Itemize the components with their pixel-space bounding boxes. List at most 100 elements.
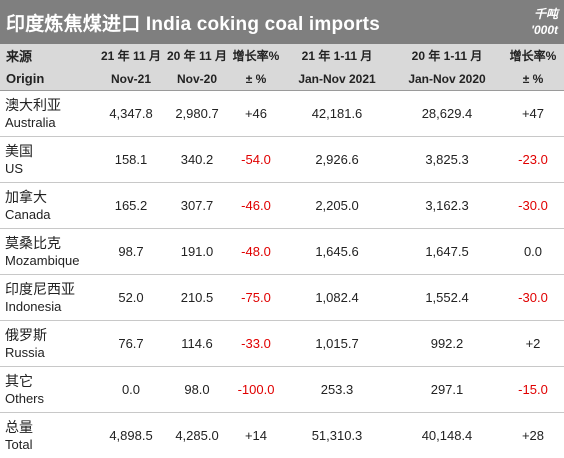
table-title: 印度炼焦煤进口 India coking coal imports xyxy=(6,9,380,36)
monthly-change: -46.0 xyxy=(230,183,282,229)
nov21-value: 4,347.8 xyxy=(98,91,164,137)
ytd20-value: 297.1 xyxy=(392,367,502,413)
origin-name-en: US xyxy=(5,160,98,178)
ytd21-value: 1,015.7 xyxy=(282,321,392,367)
col-header-chg-y-en: ± % xyxy=(502,67,564,91)
nov20-value: 340.2 xyxy=(164,137,230,183)
nov21-value: 0.0 xyxy=(98,367,164,413)
origin-name-en: Indonesia xyxy=(5,298,98,316)
col-header-chg-y-cn: 增长率% xyxy=(502,44,564,67)
nov20-value: 114.6 xyxy=(164,321,230,367)
nov21-value: 4,898.5 xyxy=(98,413,164,458)
header-row-en: Origin Nov-21 Nov-20 ± % Jan-Nov 2021 Ja… xyxy=(0,67,564,91)
origin-name-en: Canada xyxy=(5,206,98,224)
monthly-change: +14 xyxy=(230,413,282,458)
nov21-value: 165.2 xyxy=(98,183,164,229)
ytd20-value: 40,148.4 xyxy=(392,413,502,458)
nov20-value: 307.7 xyxy=(164,183,230,229)
ytd21-value: 2,926.6 xyxy=(282,137,392,183)
col-header-ytd21-en: Jan-Nov 2021 xyxy=(282,67,392,91)
unit-cn: 千吨 xyxy=(531,6,558,22)
header-row-cn: 来源 21 年 11 月 20 年 11 月 增长率% 21 年 1-11 月 … xyxy=(0,44,564,67)
ytd20-value: 3,162.3 xyxy=(392,183,502,229)
nov21-value: 158.1 xyxy=(98,137,164,183)
unit-en: '000t xyxy=(531,22,558,38)
nov21-value: 98.7 xyxy=(98,229,164,275)
ytd20-value: 28,629.4 xyxy=(392,91,502,137)
origin-name-en: Russia xyxy=(5,344,98,362)
origin-name-cn: 加拿大 xyxy=(5,188,98,206)
ytd-change: 0.0 xyxy=(502,229,564,275)
ytd20-value: 3,825.3 xyxy=(392,137,502,183)
origin-name-cn: 印度尼西亚 xyxy=(5,280,98,298)
ytd-change: +2 xyxy=(502,321,564,367)
col-header-origin-en: Origin xyxy=(0,67,98,91)
ytd-change: -30.0 xyxy=(502,183,564,229)
ytd21-value: 1,645.6 xyxy=(282,229,392,275)
ytd20-value: 1,647.5 xyxy=(392,229,502,275)
imports-table: 来源 21 年 11 月 20 年 11 月 增长率% 21 年 1-11 月 … xyxy=(0,44,564,458)
col-header-ytd21-cn: 21 年 1-11 月 xyxy=(282,44,392,67)
origin-name-cn: 俄罗斯 xyxy=(5,326,98,344)
monthly-change: +46 xyxy=(230,91,282,137)
unit-label: 千吨 '000t xyxy=(531,6,558,38)
col-header-ytd20-en: Jan-Nov 2020 xyxy=(392,67,502,91)
col-header-nov21-en: Nov-21 xyxy=(98,67,164,91)
col-header-nov21-cn: 21 年 11 月 xyxy=(98,44,164,67)
ytd-change: -23.0 xyxy=(502,137,564,183)
nov20-value: 191.0 xyxy=(164,229,230,275)
ytd21-value: 51,310.3 xyxy=(282,413,392,458)
col-header-origin-cn: 来源 xyxy=(0,44,98,67)
ytd21-value: 2,205.0 xyxy=(282,183,392,229)
col-header-chg-m-en: ± % xyxy=(230,67,282,91)
ytd-change: -15.0 xyxy=(502,367,564,413)
monthly-change: -75.0 xyxy=(230,275,282,321)
origin-name-cn: 莫桑比克 xyxy=(5,234,98,252)
monthly-change: -100.0 xyxy=(230,367,282,413)
monthly-change: -33.0 xyxy=(230,321,282,367)
origin-name-en: Total xyxy=(5,436,98,454)
origin-name-cn: 总量 xyxy=(5,418,98,436)
ytd20-value: 1,552.4 xyxy=(392,275,502,321)
origin-name-cn: 美国 xyxy=(5,142,98,160)
origin-name-cn: 其它 xyxy=(5,372,98,390)
origin-name-cn: 澳大利亚 xyxy=(5,96,98,114)
ytd-change: +47 xyxy=(502,91,564,137)
nov20-value: 210.5 xyxy=(164,275,230,321)
ytd21-value: 1,082.4 xyxy=(282,275,392,321)
title-bar: 印度炼焦煤进口 India coking coal imports 千吨 '00… xyxy=(0,0,564,44)
origin-name-en: Australia xyxy=(5,114,98,132)
nov21-value: 76.7 xyxy=(98,321,164,367)
ytd21-value: 253.3 xyxy=(282,367,392,413)
ytd-change: +28 xyxy=(502,413,564,458)
col-header-nov20-cn: 20 年 11 月 xyxy=(164,44,230,67)
nov20-value: 2,980.7 xyxy=(164,91,230,137)
monthly-change: -54.0 xyxy=(230,137,282,183)
col-header-chg-m-cn: 增长率% xyxy=(230,44,282,67)
col-header-ytd20-cn: 20 年 1-11 月 xyxy=(392,44,502,67)
ytd20-value: 992.2 xyxy=(392,321,502,367)
nov20-value: 4,285.0 xyxy=(164,413,230,458)
origin-name-en: Mozambique xyxy=(5,252,98,270)
origin-name-en: Others xyxy=(5,390,98,408)
ytd-change: -30.0 xyxy=(502,275,564,321)
ytd21-value: 42,181.6 xyxy=(282,91,392,137)
nov20-value: 98.0 xyxy=(164,367,230,413)
